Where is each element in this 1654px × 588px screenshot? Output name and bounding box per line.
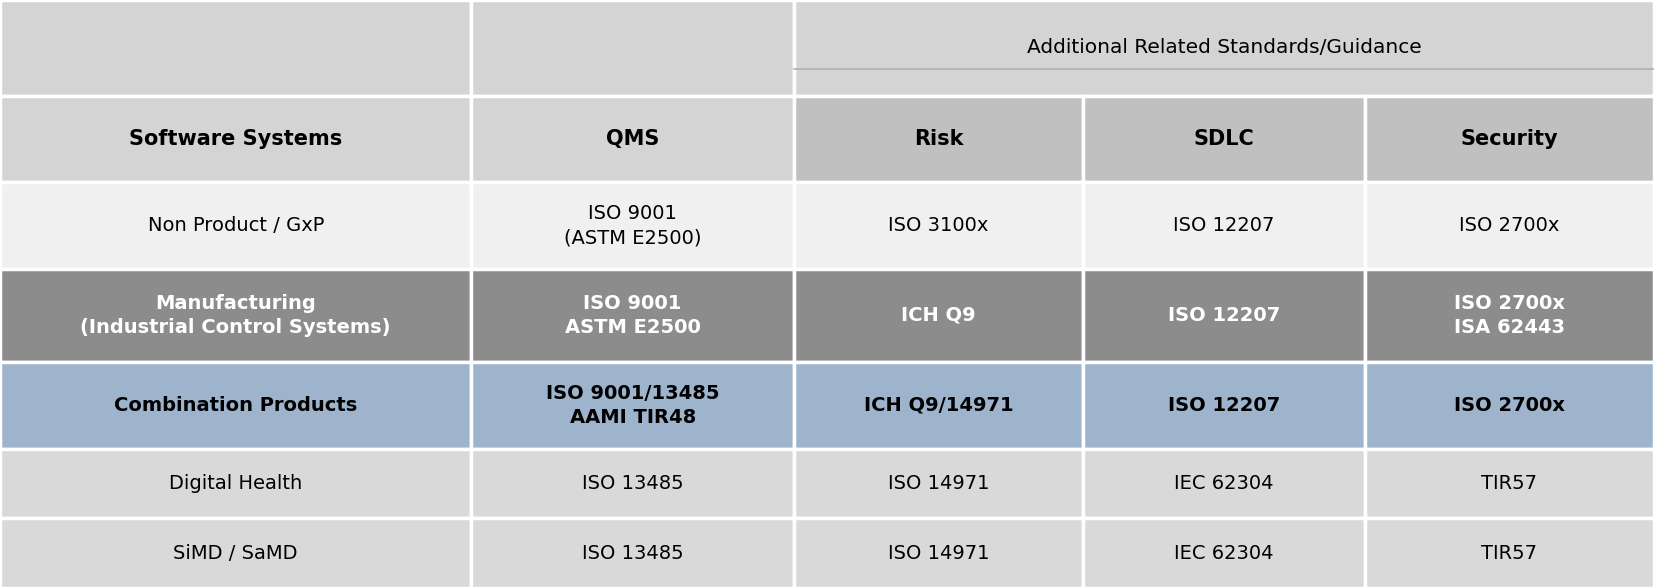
Text: ISO 2700x
ISA 62443: ISO 2700x ISA 62443 [1454, 294, 1565, 337]
Bar [0, 519, 471, 588]
Bar [794, 182, 1083, 269]
Text: ISO 2700x: ISO 2700x [1459, 216, 1560, 235]
Bar [471, 0, 794, 96]
Bar [1365, 519, 1654, 588]
Bar [794, 269, 1083, 362]
Text: Additional Related Standards/Guidance: Additional Related Standards/Guidance [1027, 38, 1421, 57]
Bar [1083, 362, 1365, 449]
Text: ICH Q9/14971: ICH Q9/14971 [863, 396, 1014, 415]
Bar [1083, 269, 1365, 362]
Bar [471, 449, 794, 519]
Bar [0, 96, 471, 182]
Text: ISO 9001
(ASTM E2500): ISO 9001 (ASTM E2500) [564, 204, 701, 247]
Text: ISO 9001/13485
AAMI TIR48: ISO 9001/13485 AAMI TIR48 [546, 384, 719, 427]
Bar [1083, 519, 1365, 588]
Bar [0, 449, 471, 519]
Text: SDLC: SDLC [1194, 129, 1254, 149]
Text: TIR57: TIR57 [1482, 474, 1537, 493]
Text: ISO 13485: ISO 13485 [582, 544, 683, 563]
Bar [1365, 96, 1654, 182]
Text: ISO 12207: ISO 12207 [1168, 306, 1280, 325]
Text: Non Product / GxP: Non Product / GxP [147, 216, 324, 235]
Bar [1365, 269, 1654, 362]
Text: Digital Health: Digital Health [169, 474, 303, 493]
Bar [0, 0, 471, 96]
Bar [794, 519, 1083, 588]
Text: Security: Security [1460, 129, 1558, 149]
Text: IEC 62304: IEC 62304 [1174, 474, 1274, 493]
Bar [471, 269, 794, 362]
Bar [1083, 182, 1365, 269]
Text: ISO 3100x: ISO 3100x [888, 216, 989, 235]
Bar [794, 0, 1654, 96]
Text: ISO 13485: ISO 13485 [582, 474, 683, 493]
Text: Manufacturing
(Industrial Control Systems): Manufacturing (Industrial Control System… [81, 294, 390, 337]
Text: ISO 2700x: ISO 2700x [1454, 396, 1565, 415]
Bar [794, 96, 1083, 182]
Bar [0, 269, 471, 362]
Bar [794, 362, 1083, 449]
Bar [0, 182, 471, 269]
Text: IEC 62304: IEC 62304 [1174, 544, 1274, 563]
Bar [1083, 96, 1365, 182]
Bar [794, 449, 1083, 519]
Text: ICH Q9: ICH Q9 [901, 306, 976, 325]
Bar [471, 182, 794, 269]
Text: ISO 14971: ISO 14971 [888, 544, 989, 563]
Bar [471, 362, 794, 449]
Text: Combination Products: Combination Products [114, 396, 357, 415]
Text: SiMD / SaMD: SiMD / SaMD [174, 544, 298, 563]
Text: Software Systems: Software Systems [129, 129, 342, 149]
Text: TIR57: TIR57 [1482, 544, 1537, 563]
Text: QMS: QMS [605, 129, 660, 149]
Text: Risk: Risk [915, 129, 963, 149]
Bar [1083, 449, 1365, 519]
Text: ISO 12207: ISO 12207 [1168, 396, 1280, 415]
Bar [471, 519, 794, 588]
Bar [0, 362, 471, 449]
Text: ISO 9001
ASTM E2500: ISO 9001 ASTM E2500 [564, 294, 701, 337]
Text: ISO 12207: ISO 12207 [1173, 216, 1275, 235]
Bar [1365, 362, 1654, 449]
Bar [1365, 182, 1654, 269]
Bar [471, 96, 794, 182]
Text: ISO 14971: ISO 14971 [888, 474, 989, 493]
Bar [1365, 449, 1654, 519]
